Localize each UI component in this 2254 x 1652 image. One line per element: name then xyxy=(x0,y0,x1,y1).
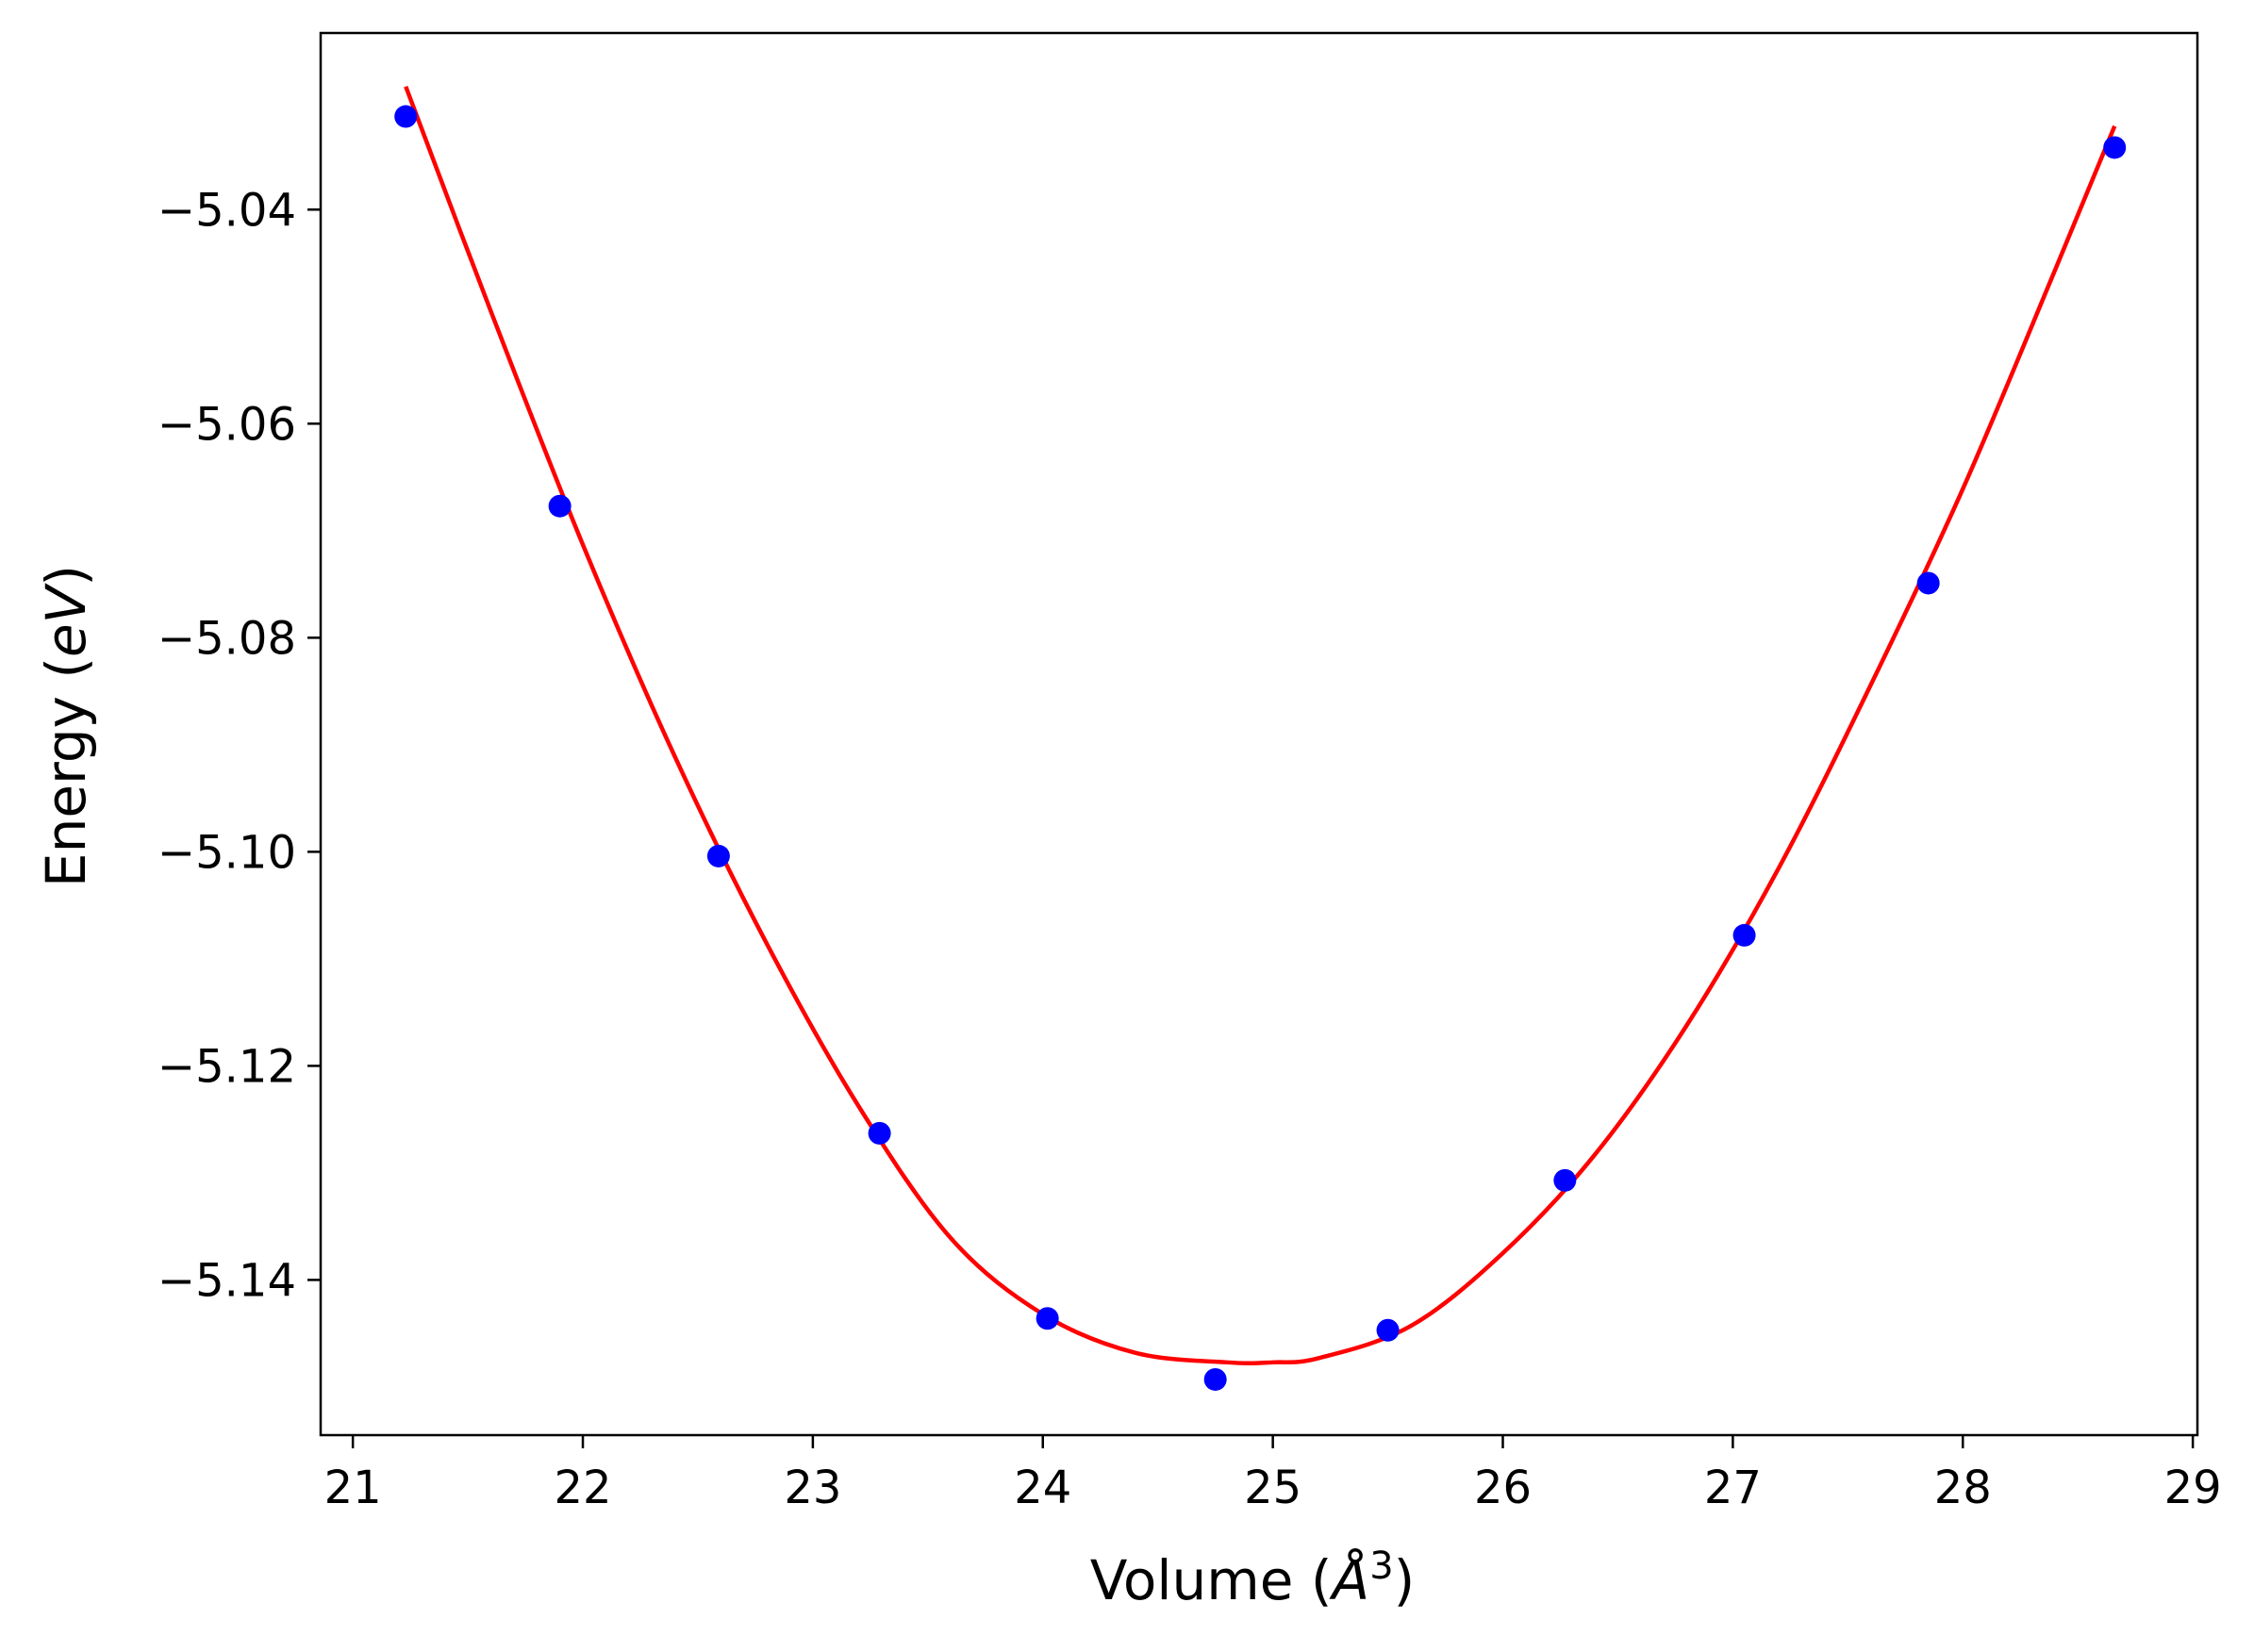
plot-area-frame xyxy=(319,31,2199,1437)
data-point xyxy=(1376,1318,1400,1342)
y-tick-label: −5.10 xyxy=(157,826,296,879)
data-point xyxy=(1036,1307,1059,1330)
x-tick-label: 23 xyxy=(784,1462,841,1514)
y-tick-label: −5.04 xyxy=(157,184,296,237)
x-tick-label: 28 xyxy=(1934,1462,1992,1514)
data-point xyxy=(1203,1367,1227,1391)
x-axis-label-text: Volume xyxy=(1090,1548,1294,1612)
y-tick-label: −5.08 xyxy=(157,612,296,665)
x-tick-label: 22 xyxy=(554,1462,611,1514)
data-point xyxy=(706,844,730,867)
x-axis-label: Volume (Å3) xyxy=(1090,1545,1416,1612)
y-tick-label: −5.06 xyxy=(157,398,296,451)
x-tick-label: 27 xyxy=(1704,1462,1762,1514)
x-tick-label: 26 xyxy=(1474,1462,1532,1514)
data-point xyxy=(1553,1168,1577,1192)
y-tick-label: −5.12 xyxy=(157,1040,296,1093)
x-axis: 21 22 23 24 25 26 27 28 29 xyxy=(324,1435,2222,1514)
x-tick-label: 21 xyxy=(324,1462,382,1514)
y-axis-label: Energy (eV) xyxy=(34,565,98,887)
x-tick-label: 25 xyxy=(1244,1462,1301,1514)
x-axis-label-superscript: 3 xyxy=(1369,1545,1393,1588)
y-axis-label-unit: eV xyxy=(34,582,98,657)
data-point xyxy=(394,105,418,128)
data-point xyxy=(1732,923,1756,947)
data-point xyxy=(868,1121,891,1145)
fit-curve-line xyxy=(404,85,2117,1366)
data-point xyxy=(2103,136,2127,159)
data-point xyxy=(1916,571,1940,595)
x-tick-label: 29 xyxy=(2164,1462,2222,1514)
y-axis-label-text: Energy xyxy=(34,696,98,887)
y-axis: −5.14 −5.12 −5.10 −5.08 −5.06 −5.04 xyxy=(157,184,321,1307)
x-tick-label: 24 xyxy=(1014,1462,1071,1514)
data-point xyxy=(548,494,572,518)
y-tick-label: −5.14 xyxy=(157,1254,296,1307)
x-axis-label-unit: Å xyxy=(1329,1547,1370,1612)
